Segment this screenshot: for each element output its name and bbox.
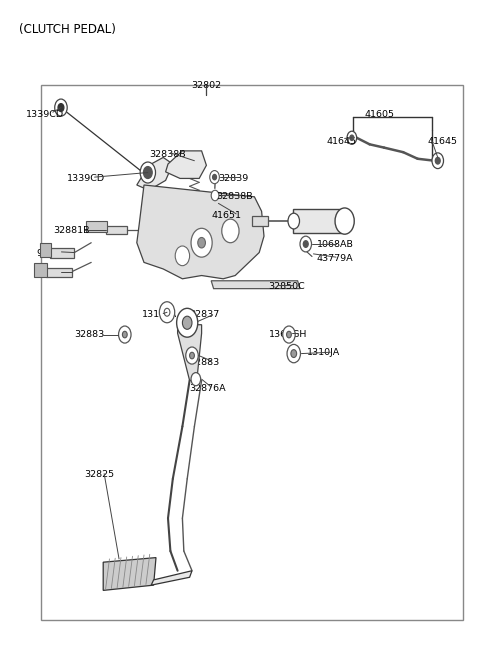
Bar	[40, 243, 51, 257]
Polygon shape	[151, 571, 192, 585]
Circle shape	[222, 219, 239, 243]
Polygon shape	[137, 185, 264, 279]
Text: 32838B: 32838B	[149, 150, 185, 159]
Circle shape	[291, 350, 297, 358]
Circle shape	[186, 347, 198, 364]
Circle shape	[58, 104, 64, 112]
Text: 32883: 32883	[190, 358, 220, 367]
Text: 1311FA: 1311FA	[142, 310, 177, 319]
Text: 41645: 41645	[427, 136, 457, 146]
Text: 41651: 41651	[211, 211, 241, 220]
Polygon shape	[252, 216, 268, 226]
Polygon shape	[211, 281, 300, 289]
Polygon shape	[137, 157, 173, 190]
Text: 32883: 32883	[74, 330, 105, 339]
Text: 32802: 32802	[192, 81, 221, 90]
Text: 93840A: 93840A	[36, 249, 72, 258]
Circle shape	[287, 331, 291, 338]
Text: 1360GH: 1360GH	[269, 330, 307, 339]
Circle shape	[213, 174, 216, 180]
Text: 32825: 32825	[84, 470, 114, 480]
Bar	[86, 221, 107, 232]
Polygon shape	[50, 248, 74, 258]
Circle shape	[300, 236, 312, 252]
Text: 43779A: 43779A	[317, 254, 353, 263]
Circle shape	[164, 308, 170, 316]
Circle shape	[177, 308, 198, 337]
Circle shape	[288, 213, 300, 229]
Circle shape	[144, 167, 152, 178]
Circle shape	[210, 171, 219, 184]
Text: 32838B: 32838B	[216, 192, 252, 201]
Text: 41645: 41645	[326, 136, 356, 146]
Circle shape	[211, 190, 219, 201]
Circle shape	[335, 208, 354, 234]
Text: 41605: 41605	[365, 110, 395, 119]
Text: 32837: 32837	[190, 310, 220, 319]
Circle shape	[435, 157, 440, 164]
Text: 1339CD: 1339CD	[67, 174, 105, 183]
Circle shape	[190, 352, 194, 359]
Circle shape	[55, 99, 67, 116]
Polygon shape	[46, 268, 72, 277]
Text: 1339CD: 1339CD	[26, 110, 64, 119]
Circle shape	[122, 331, 127, 338]
Circle shape	[303, 241, 308, 247]
Text: (CLUTCH PEDAL): (CLUTCH PEDAL)	[19, 23, 116, 36]
Polygon shape	[103, 558, 156, 590]
Text: 32881B: 32881B	[53, 226, 89, 236]
Circle shape	[119, 326, 131, 343]
Bar	[293, 209, 341, 233]
Polygon shape	[178, 325, 202, 380]
Circle shape	[175, 246, 190, 266]
Bar	[34, 263, 47, 277]
Bar	[41, 85, 463, 620]
Circle shape	[191, 228, 212, 257]
Circle shape	[432, 153, 444, 169]
Text: 93840E: 93840E	[36, 268, 72, 277]
Circle shape	[191, 373, 201, 386]
Circle shape	[140, 162, 156, 183]
Text: 1068AB: 1068AB	[317, 239, 354, 249]
Text: 32839: 32839	[218, 174, 249, 183]
Circle shape	[287, 344, 300, 363]
Circle shape	[198, 237, 205, 248]
Circle shape	[182, 316, 192, 329]
Circle shape	[283, 326, 295, 343]
Circle shape	[291, 218, 296, 224]
Circle shape	[194, 377, 198, 382]
Circle shape	[159, 302, 175, 323]
Text: 32850C: 32850C	[268, 281, 305, 291]
Polygon shape	[166, 151, 206, 178]
Circle shape	[347, 131, 357, 144]
Text: 32876A: 32876A	[190, 384, 226, 393]
Polygon shape	[106, 226, 127, 234]
Text: 1310JA: 1310JA	[307, 348, 340, 358]
Circle shape	[350, 135, 354, 140]
